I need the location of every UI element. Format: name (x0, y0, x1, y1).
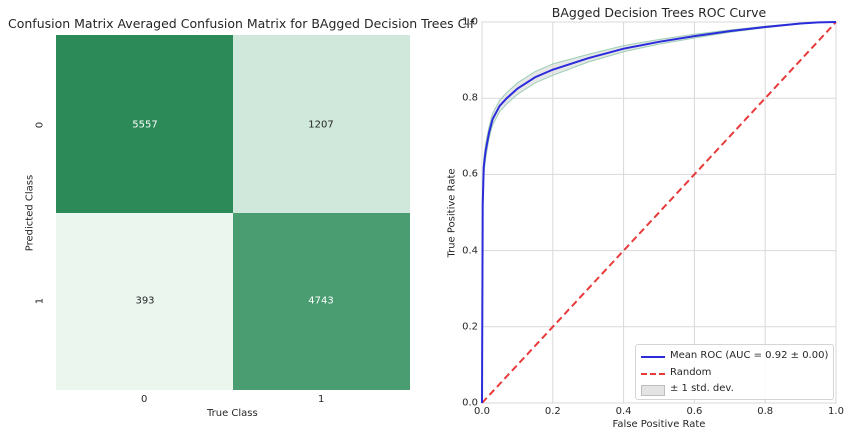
roc-x-tick-0: 0.0 (474, 406, 490, 417)
cm-value-1-0: 393 (135, 295, 155, 307)
roc-y-tick-3: 0.6 (462, 168, 478, 180)
legend-swatch-mean-roc (641, 356, 665, 358)
cm-value-1-1: 4743 (308, 295, 334, 307)
cm-cell-0-1 (233, 35, 410, 213)
cm-x-tick-1: 1 (318, 394, 325, 405)
roc-x-label: False Positive Rate (612, 419, 706, 430)
cm-title: Confusion Matrix Averaged Confusion Matr… (8, 16, 475, 31)
roc-y-tick-4: 0.8 (462, 92, 478, 104)
legend-swatch-random (641, 373, 665, 375)
legend-swatch-std (641, 385, 665, 396)
roc-y-tick-2: 0.4 (462, 245, 478, 257)
roc-x-tick-3: 0.6 (686, 406, 703, 417)
roc-x-tick-2: 0.4 (615, 406, 632, 417)
cm-cell-1-0 (56, 213, 233, 390)
roc-x-tick-1: 0.2 (544, 406, 561, 417)
cm-cell-0-0 (56, 35, 233, 213)
roc-mean-line (481, 21, 837, 404)
roc-x-tick-5: 1.0 (828, 406, 844, 417)
roc-y-tick-5: 1.0 (462, 16, 478, 28)
legend-label-random: Random (670, 367, 712, 378)
cm-value-0-0: 5557 (132, 119, 158, 131)
cm-cell-1-1 (233, 213, 410, 390)
roc-title: BAgged Decision Trees ROC Curve (551, 5, 767, 20)
legend-label-std: ± 1 std. dev. (670, 383, 734, 394)
legend-label-mean-roc: Mean ROC (AUC = 0.92 ± 0.00) (670, 350, 829, 361)
cm-value-0-1: 1207 (308, 119, 334, 131)
roc-y-tick-1: 0.2 (462, 321, 478, 333)
roc-x-tick-4: 0.8 (757, 406, 774, 417)
roc-y-label: True Positive Rate (446, 168, 458, 258)
roc-random-line (481, 21, 837, 404)
roc-y-tick-0: 0.0 (462, 397, 478, 409)
roc-legend: Mean ROC (AUC = 0.92 ± 0.00) Random ± 1 … (635, 344, 834, 400)
cm-x-tick-0: 0 (141, 394, 148, 405)
cm-x-label: True Class (207, 408, 258, 419)
